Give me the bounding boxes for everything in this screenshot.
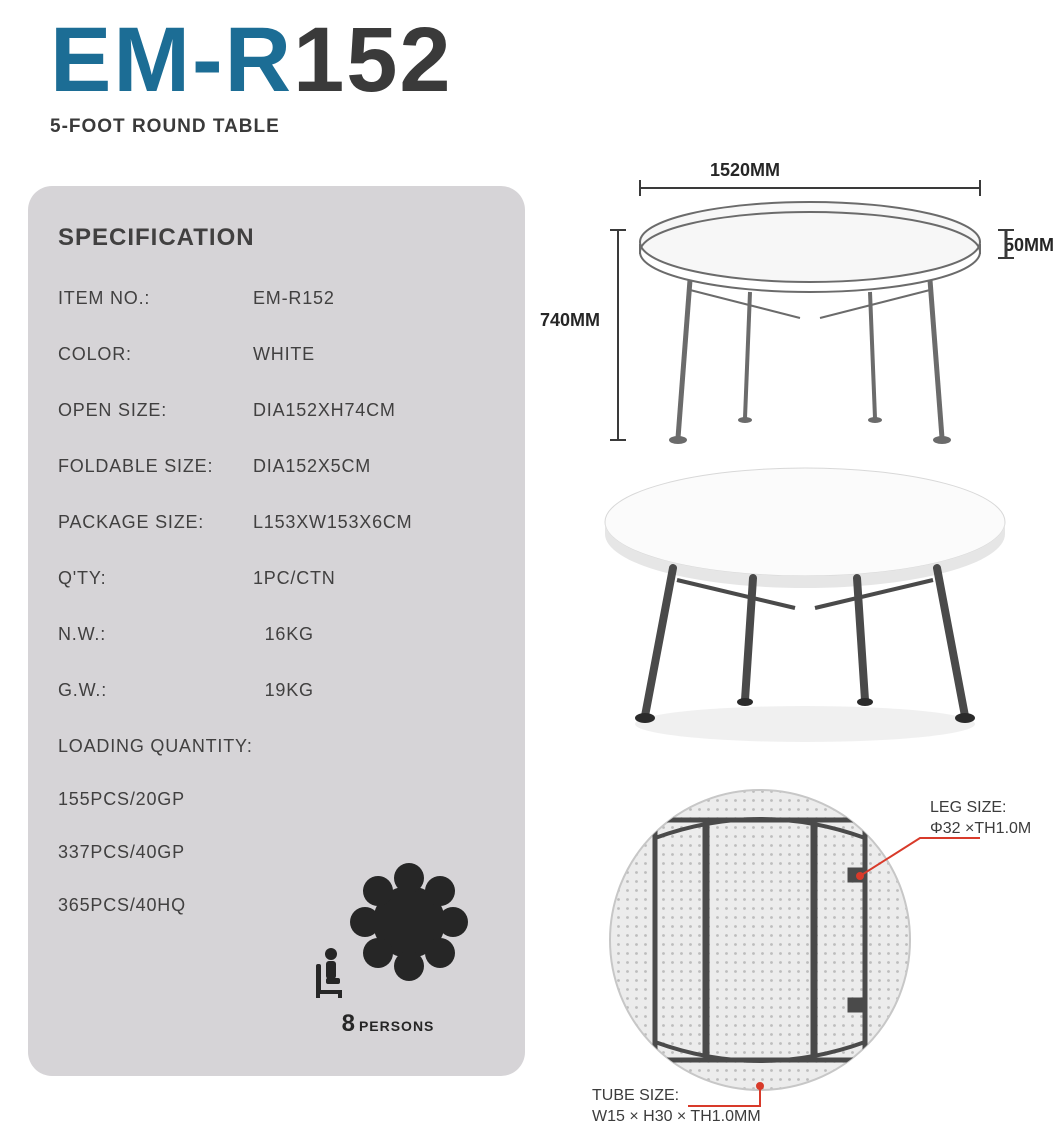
spec-row: COLOR:WHITE <box>58 344 495 365</box>
spec-rows: ITEM NO.:EM-R152COLOR:WHITEOPEN SIZE:DIA… <box>58 288 495 701</box>
tube-size-value: W15 × H30 × TH1.0MM <box>592 1108 761 1125</box>
loading-heading: LOADING QUANTITY: <box>58 736 495 757</box>
spec-row: N.W.: 16KG <box>58 624 495 645</box>
leg-size-value: Φ32 ×TH1.0M <box>930 820 1031 837</box>
spec-panel: SPECIFICATION ITEM NO.:EM-R152 COLOR:WHIT… <box>28 186 525 1076</box>
spec-value: EM-R152 <box>253 288 335 309</box>
persons-label: 8 PERSONS <box>303 1010 473 1038</box>
table-line-drawing <box>540 180 1050 500</box>
dimension-width-label: 1520MM <box>710 160 780 181</box>
loading-quantity-row: 155PCS/20GP <box>58 789 495 810</box>
spec-label: PACKAGE SIZE: <box>58 512 253 533</box>
tube-size-title: TUBE SIZE: <box>592 1087 679 1104</box>
spec-value: 19KG <box>253 680 314 701</box>
title-block: EM-R152 5-FOOT ROUND TABLE <box>50 14 453 138</box>
spec-label: FOLDABLE SIZE: <box>58 456 253 477</box>
persons-seating-icon <box>303 856 473 1001</box>
persons-capacity-block: 8 PERSONS <box>303 856 473 1038</box>
persons-count: 8 <box>342 1010 355 1038</box>
table-photo-render <box>585 460 1025 750</box>
spec-value: DIA152X5CM <box>253 456 371 477</box>
spec-label: ITEM NO.: <box>58 288 253 309</box>
spec-row: ITEM NO.:EM-R152 <box>58 288 495 309</box>
spec-value: DIA152XH74CM <box>253 400 396 421</box>
persons-text: PERSONS <box>359 1018 434 1034</box>
product-model-title: EM-R152 <box>50 14 453 106</box>
product-subtitle: 5-FOOT ROUND TABLE <box>50 116 453 138</box>
spec-label: G.W.: <box>58 680 253 701</box>
spec-value: 1PC/CTN <box>253 568 336 589</box>
spec-row: OPEN SIZE:DIA152XH74CM <box>58 400 495 421</box>
spec-value: 16KG <box>253 624 314 645</box>
spec-heading: SPECIFICATION <box>58 224 495 252</box>
spec-row: FOLDABLE SIZE:DIA152X5CM <box>58 456 495 477</box>
spec-row: Q'TY:1PC/CTN <box>58 568 495 589</box>
leg-size-title: LEG SIZE: <box>930 799 1006 816</box>
spec-row: PACKAGE SIZE:L153XW153X6CM <box>58 512 495 533</box>
tube-size-callout: TUBE SIZE: W15 × H30 × TH1.0MM <box>592 1086 761 1128</box>
spec-row: G.W.: 19KG <box>58 680 495 701</box>
spec-label: COLOR: <box>58 344 253 365</box>
spec-label: Q'TY: <box>58 568 253 589</box>
diagram-area: 1520MM 740MM 50MM <box>540 160 1050 1110</box>
leg-size-callout: LEG SIZE: Φ32 ×TH1.0M <box>930 798 1031 840</box>
spec-label: OPEN SIZE: <box>58 400 253 421</box>
spec-value: L153XW153X6CM <box>253 512 412 533</box>
spec-label: N.W.: <box>58 624 253 645</box>
title-suffix: 152 <box>293 9 453 111</box>
spec-value: WHITE <box>253 344 315 365</box>
title-prefix: EM-R <box>50 9 293 111</box>
